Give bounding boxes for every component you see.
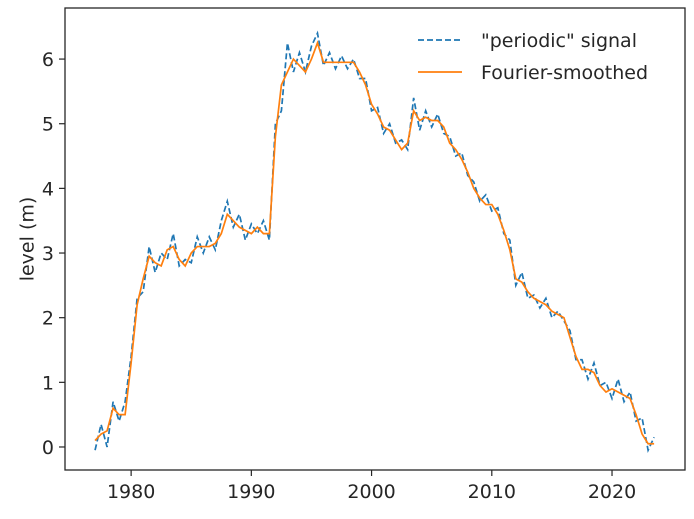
series-line: [94, 40, 655, 445]
x-tick-label: 2010: [468, 481, 516, 503]
x-tick-label: 2020: [588, 481, 636, 503]
y-tick-label: 6: [42, 49, 54, 71]
y-tick-label: 5: [42, 114, 54, 136]
legend-label: Fourier-smoothed: [481, 62, 648, 84]
x-tick-label: 1980: [107, 481, 155, 503]
x-tick-label: 1990: [227, 481, 275, 503]
y-tick-label: 1: [42, 372, 54, 394]
y-tick-label: 4: [42, 178, 54, 200]
y-axis-label: level (m): [17, 197, 39, 282]
series-line: [94, 30, 655, 453]
x-tick-label: 2000: [347, 481, 395, 503]
y-tick-label: 3: [42, 243, 54, 265]
plot-frame: [64, 7, 686, 471]
y-tick-label: 2: [42, 308, 54, 330]
legend-label: "periodic" signal: [481, 30, 637, 52]
y-tick-label: 0: [42, 437, 54, 459]
